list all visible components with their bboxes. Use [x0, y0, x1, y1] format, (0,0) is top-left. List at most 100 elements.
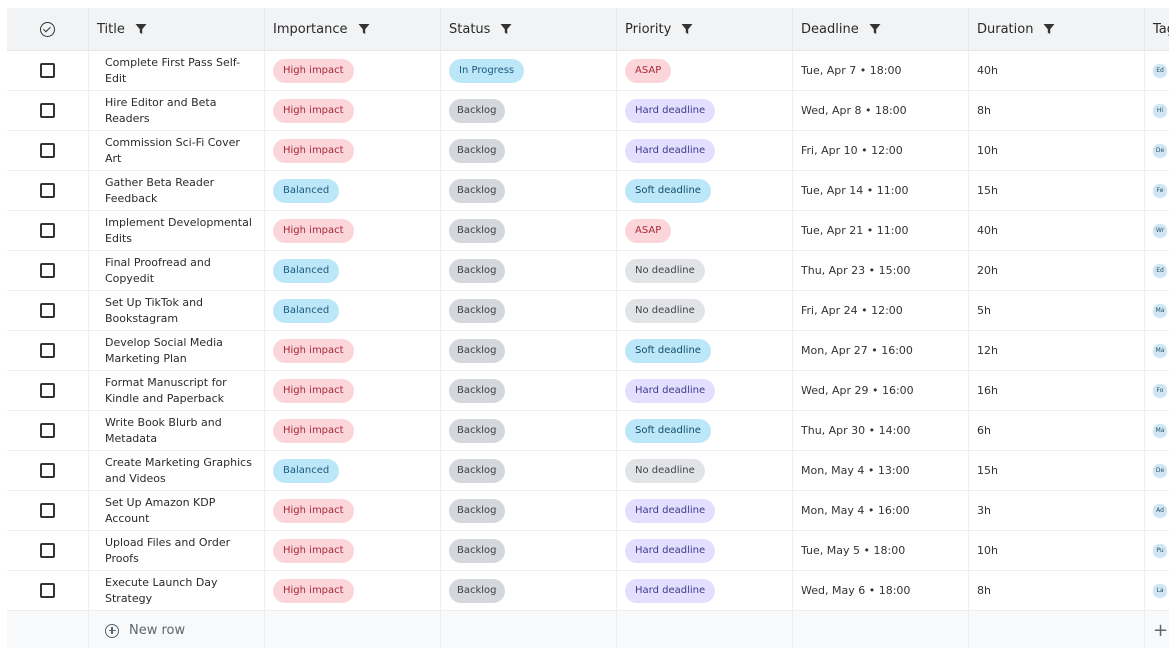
table-row[interactable]: Upload Files and Order Proofs High impac… — [7, 531, 1169, 571]
importance-cell[interactable]: Balanced — [265, 451, 441, 490]
filter-icon[interactable] — [358, 23, 370, 35]
row-checkbox[interactable] — [40, 103, 55, 118]
status-badge[interactable]: Backlog — [449, 258, 505, 283]
importance-cell[interactable]: High impact — [265, 211, 441, 250]
tag-cell[interactable]: Ed — [1145, 51, 1169, 90]
tag-badge[interactable]: Ma — [1153, 423, 1167, 438]
duration-cell[interactable]: 10h — [969, 531, 1145, 570]
column-header-status[interactable]: Status — [441, 8, 617, 50]
tag-cell[interactable]: La — [1145, 571, 1169, 610]
status-cell[interactable]: Backlog — [441, 371, 617, 410]
importance-badge[interactable]: High impact — [273, 138, 354, 163]
importance-cell[interactable]: High impact — [265, 531, 441, 570]
duration-cell[interactable]: 6h — [969, 411, 1145, 450]
importance-badge[interactable]: High impact — [273, 538, 354, 563]
status-badge[interactable]: Backlog — [449, 98, 505, 123]
priority-cell[interactable]: Hard deadline — [617, 531, 793, 570]
importance-badge[interactable]: High impact — [273, 218, 354, 243]
status-badge[interactable]: Backlog — [449, 178, 505, 203]
duration-cell[interactable]: 15h — [969, 451, 1145, 490]
deadline-cell[interactable]: Fri, Apr 24 • 12:00 — [793, 291, 969, 330]
deadline-cell[interactable]: Wed, May 6 • 18:00 — [793, 571, 969, 610]
table-row[interactable]: Hire Editor and Beta Readers High impact… — [7, 91, 1169, 131]
deadline-cell[interactable]: Mon, Apr 27 • 16:00 — [793, 331, 969, 370]
title-cell[interactable]: Implement Developmental Edits — [89, 211, 265, 250]
priority-badge[interactable]: Hard deadline — [625, 578, 716, 603]
importance-cell[interactable]: High impact — [265, 131, 441, 170]
importance-cell[interactable]: High impact — [265, 491, 441, 530]
table-row[interactable]: Gather Beta Reader Feedback Balanced Bac… — [7, 171, 1169, 211]
priority-cell[interactable]: Hard deadline — [617, 131, 793, 170]
importance-badge[interactable]: Balanced — [273, 298, 340, 323]
importance-cell[interactable]: Balanced — [265, 291, 441, 330]
deadline-cell[interactable]: Mon, May 4 • 16:00 — [793, 491, 969, 530]
table-row[interactable]: Set Up Amazon KDP Account High impact Ba… — [7, 491, 1169, 531]
duration-cell[interactable]: 3h — [969, 491, 1145, 530]
column-header-tags[interactable]: Tag — [1145, 8, 1169, 50]
priority-cell[interactable]: No deadline — [617, 251, 793, 290]
row-checkbox-cell[interactable] — [7, 451, 89, 490]
title-cell[interactable]: Hire Editor and Beta Readers — [89, 91, 265, 130]
row-checkbox[interactable] — [40, 343, 55, 358]
priority-badge[interactable]: Hard deadline — [625, 138, 716, 163]
table-row[interactable]: Write Book Blurb and Metadata High impac… — [7, 411, 1169, 451]
duration-cell[interactable]: 8h — [969, 571, 1145, 610]
priority-cell[interactable]: Hard deadline — [617, 571, 793, 610]
row-checkbox[interactable] — [40, 543, 55, 558]
tag-badge[interactable]: Ma — [1153, 303, 1167, 318]
title-cell[interactable]: Upload Files and Order Proofs — [89, 531, 265, 570]
priority-cell[interactable]: ASAP — [617, 211, 793, 250]
row-checkbox[interactable] — [40, 463, 55, 478]
row-checkbox-cell[interactable] — [7, 531, 89, 570]
title-cell[interactable]: Gather Beta Reader Feedback — [89, 171, 265, 210]
status-cell[interactable]: Backlog — [441, 171, 617, 210]
tag-badge[interactable]: Ed — [1153, 263, 1167, 278]
row-checkbox[interactable] — [40, 263, 55, 278]
tag-cell[interactable]: Pu — [1145, 531, 1169, 570]
column-header-deadline[interactable]: Deadline — [793, 8, 969, 50]
filter-icon[interactable] — [500, 23, 512, 35]
tag-badge[interactable]: La — [1153, 583, 1167, 598]
row-checkbox-cell[interactable] — [7, 331, 89, 370]
duration-cell[interactable]: 5h — [969, 291, 1145, 330]
row-checkbox-cell[interactable] — [7, 571, 89, 610]
table-row[interactable]: Complete First Pass Self-Edit High impac… — [7, 51, 1169, 91]
status-cell[interactable]: Backlog — [441, 131, 617, 170]
priority-badge[interactable]: Soft deadline — [625, 338, 711, 363]
title-cell[interactable]: Develop Social Media Marketing Plan — [89, 331, 265, 370]
importance-badge[interactable]: High impact — [273, 378, 354, 403]
deadline-cell[interactable]: Tue, Apr 14 • 11:00 — [793, 171, 969, 210]
status-cell[interactable]: Backlog — [441, 571, 617, 610]
status-badge[interactable]: Backlog — [449, 138, 505, 163]
priority-cell[interactable]: ASAP — [617, 51, 793, 90]
tag-cell[interactable]: Fe — [1145, 171, 1169, 210]
status-badge[interactable]: Backlog — [449, 338, 505, 363]
importance-badge[interactable]: High impact — [273, 418, 354, 443]
status-cell[interactable]: Backlog — [441, 211, 617, 250]
tag-badge[interactable]: Ad — [1153, 503, 1167, 518]
title-cell[interactable]: Commission Sci-Fi Cover Art — [89, 131, 265, 170]
deadline-cell[interactable]: Wed, Apr 8 • 18:00 — [793, 91, 969, 130]
deadline-cell[interactable]: Tue, May 5 • 18:00 — [793, 531, 969, 570]
tag-badge[interactable]: Ma — [1153, 343, 1167, 358]
status-badge[interactable]: Backlog — [449, 578, 505, 603]
row-checkbox-cell[interactable] — [7, 411, 89, 450]
duration-cell[interactable]: 16h — [969, 371, 1145, 410]
row-checkbox[interactable] — [40, 143, 55, 158]
filter-icon[interactable] — [135, 23, 147, 35]
tag-cell[interactable]: Hi — [1145, 91, 1169, 130]
status-badge[interactable]: Backlog — [449, 218, 505, 243]
status-badge[interactable]: Backlog — [449, 418, 505, 443]
table-row[interactable]: Create Marketing Graphics and Videos Bal… — [7, 451, 1169, 491]
importance-cell[interactable]: Balanced — [265, 251, 441, 290]
priority-cell[interactable]: Soft deadline — [617, 331, 793, 370]
deadline-cell[interactable]: Wed, Apr 29 • 16:00 — [793, 371, 969, 410]
select-all-checkbox[interactable] — [7, 8, 89, 50]
tag-badge[interactable]: Fo — [1153, 383, 1167, 398]
status-badge[interactable]: Backlog — [449, 538, 505, 563]
column-header-title[interactable]: Title — [89, 8, 265, 50]
tag-badge[interactable]: Pu — [1153, 543, 1167, 558]
priority-cell[interactable]: Soft deadline — [617, 411, 793, 450]
status-cell[interactable]: Backlog — [441, 531, 617, 570]
row-checkbox-cell[interactable] — [7, 291, 89, 330]
